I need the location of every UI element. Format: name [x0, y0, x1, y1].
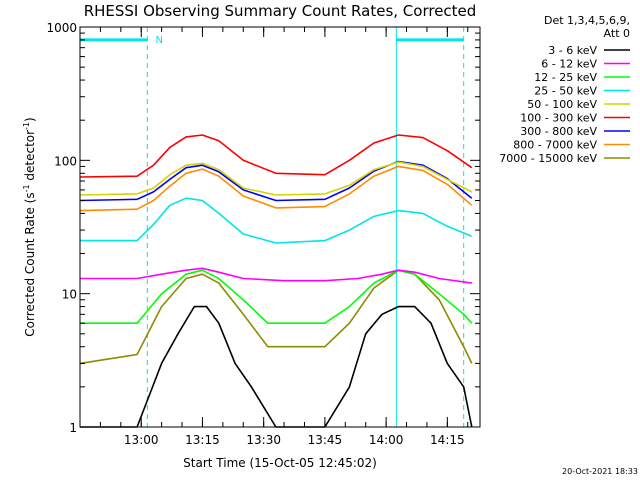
legend-label: 300 - 800 keV: [520, 125, 597, 138]
legend-label: 6 - 12 keV: [541, 58, 597, 71]
series-line-3-6-kev: [80, 305, 473, 428]
y-axis-label: Corrected Count Rate (s-1 detector-1): [22, 117, 37, 336]
legend-label: 50 - 100 keV: [527, 98, 597, 111]
legend-label: 100 - 300 keV: [520, 112, 597, 125]
plot-frame: [79, 26, 481, 428]
y-tick-label: 1000: [46, 21, 77, 35]
x-tick-label: 14:00: [369, 433, 404, 447]
legend-item-100-300-kev: 100 - 300 keV: [520, 112, 630, 125]
series-line-300-800-kev: [79, 160, 473, 202]
y-axis-label-sup2: -1: [22, 122, 31, 130]
y-tick-label: 100: [54, 154, 77, 168]
series-line-25-50-kev: [80, 197, 473, 244]
series-line-100-300-kev: [79, 134, 473, 178]
y-axis-label-end: ): [23, 117, 37, 122]
series-line-6-12-kev: [80, 267, 472, 284]
y-axis-label-mid: detector: [23, 130, 37, 185]
y-tick-label: 1: [69, 421, 77, 435]
plot-area: N: [79, 27, 473, 428]
legend-label: 800 - 7000 keV: [513, 139, 597, 152]
x-tick-label: 13:45: [308, 433, 343, 447]
footer-timestamp: 20-Oct-2021 18:33: [562, 467, 638, 476]
legend-item-50-100-kev: 50 - 100 keV: [527, 98, 630, 111]
legend-item-6-12-kev: 6 - 12 keV: [541, 58, 630, 71]
legend-item-25-50-kev: 25 - 50 keV: [534, 85, 630, 98]
series-line-7000-15000-kev: [79, 269, 473, 365]
legend-label: 7000 - 15000 keV: [499, 152, 597, 165]
series-line-12-25-kev: [80, 269, 473, 324]
chart-title: RHESSI Observing Summary Count Rates, Co…: [84, 2, 477, 20]
y-tick-label: 10: [62, 288, 77, 302]
legend-item-300-800-kev: 300 - 800 keV: [520, 125, 630, 138]
y-axis-label-sup1: -1: [22, 184, 31, 192]
marker-annotation: N: [155, 35, 162, 46]
x-tick-label: 13:30: [246, 433, 281, 447]
y-axis-label-main: Corrected Count Rate (s: [23, 192, 37, 336]
legend-label: 3 - 6 keV: [548, 44, 597, 57]
legend-item-3-6-kev: 3 - 6 keV: [548, 44, 630, 57]
y-axis-ticks: 1 10 100 1000: [46, 21, 480, 435]
legend-header-attenuator: Att 0: [604, 27, 630, 40]
x-tick-label: 14:15: [430, 433, 465, 447]
x-axis-label: Start Time (15-Oct-05 12:45:02): [183, 456, 377, 470]
series-line-800-7000-kev: [79, 165, 473, 212]
legend-label: 12 - 25 keV: [534, 71, 597, 84]
x-axis-ticks: 13:00 13:15 13:30 13:45 14:00 14:15: [79, 27, 469, 447]
x-tick-label: 13:15: [185, 433, 220, 447]
legend-header-detectors: Det 1,3,4,5,6,9,: [544, 14, 630, 27]
legend-item-12-25-kev: 12 - 25 keV: [534, 71, 630, 84]
series-line-50-100-kev: [79, 161, 473, 196]
x-tick-label: 13:00: [124, 433, 159, 447]
legend-item-7000-15000-kev: 7000 - 15000 keV: [499, 152, 630, 165]
legend-item-800-7000-kev: 800 - 7000 keV: [513, 139, 630, 152]
legend-label: 25 - 50 keV: [534, 85, 597, 98]
